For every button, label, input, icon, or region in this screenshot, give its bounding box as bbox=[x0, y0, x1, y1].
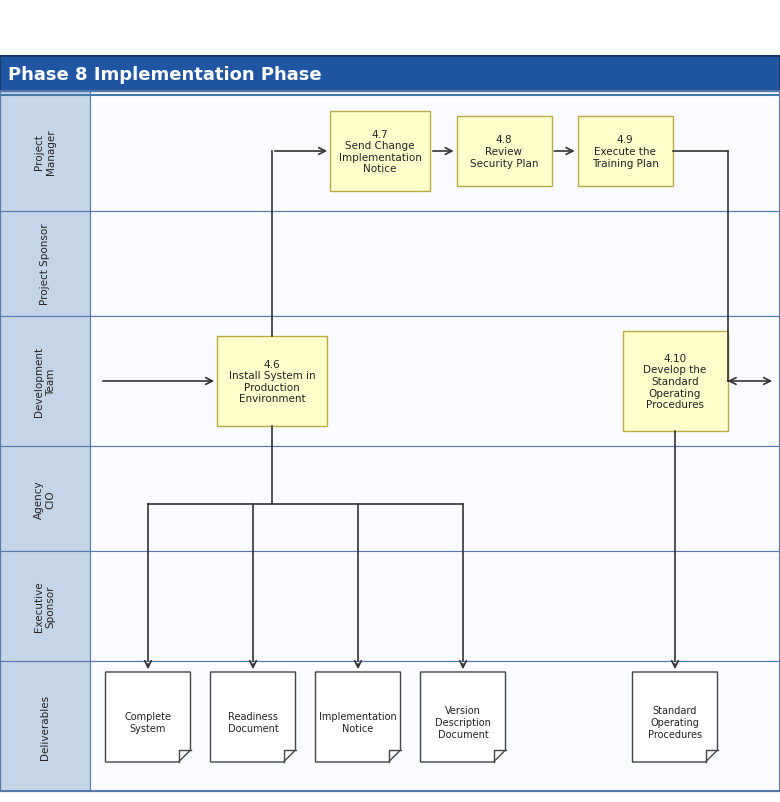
Bar bbox=[0, 92, 90, 212]
Text: Complete
System: Complete System bbox=[125, 711, 172, 733]
Bar bbox=[0, 447, 90, 551]
Bar bbox=[456, 117, 551, 187]
Text: Phase 8 Implementation Phase: Phase 8 Implementation Phase bbox=[8, 66, 321, 83]
Bar bbox=[0, 92, 780, 791]
Bar bbox=[0, 212, 90, 317]
Text: Agency
CIO: Agency CIO bbox=[34, 480, 56, 518]
Text: Project Sponsor: Project Sponsor bbox=[40, 224, 50, 305]
Text: 4.7
Send Change
Implementation
Notice: 4.7 Send Change Implementation Notice bbox=[339, 129, 421, 174]
Bar bbox=[622, 331, 728, 431]
Polygon shape bbox=[211, 672, 296, 762]
Polygon shape bbox=[633, 672, 718, 762]
Bar bbox=[0, 57, 780, 92]
Bar bbox=[0, 551, 90, 661]
Text: 4.9
Execute the
Training Plan: 4.9 Execute the Training Plan bbox=[591, 136, 658, 168]
Text: Standard
Operating
Procedures: Standard Operating Procedures bbox=[648, 706, 702, 739]
Bar bbox=[0, 317, 90, 447]
Bar bbox=[0, 661, 90, 791]
Bar bbox=[330, 111, 430, 192]
Text: Implementation
Notice: Implementation Notice bbox=[319, 711, 397, 733]
Bar bbox=[90, 92, 780, 212]
Polygon shape bbox=[315, 672, 400, 762]
Bar bbox=[577, 117, 672, 187]
Bar bbox=[90, 551, 780, 661]
Text: Deliverables: Deliverables bbox=[40, 694, 50, 759]
Bar bbox=[90, 661, 780, 791]
Text: Executive
Sponsor: Executive Sponsor bbox=[34, 581, 56, 631]
Bar bbox=[90, 317, 780, 447]
Text: 4.6
Install System in
Production
Environment: 4.6 Install System in Production Environ… bbox=[229, 359, 315, 404]
Text: Development
Team: Development Team bbox=[34, 346, 56, 416]
Text: Project
Manager: Project Manager bbox=[34, 129, 56, 175]
Bar bbox=[217, 337, 327, 427]
Text: Version
Description
Document: Version Description Document bbox=[435, 706, 491, 739]
Text: 4.8
Review
Security Plan: 4.8 Review Security Plan bbox=[470, 136, 538, 168]
Bar bbox=[90, 447, 780, 551]
Text: Readiness
Document: Readiness Document bbox=[228, 711, 278, 733]
Bar bbox=[90, 212, 780, 317]
Polygon shape bbox=[420, 672, 505, 762]
Polygon shape bbox=[105, 672, 190, 762]
Text: 4.10
Develop the
Standard
Operating
Procedures: 4.10 Develop the Standard Operating Proc… bbox=[644, 354, 707, 410]
